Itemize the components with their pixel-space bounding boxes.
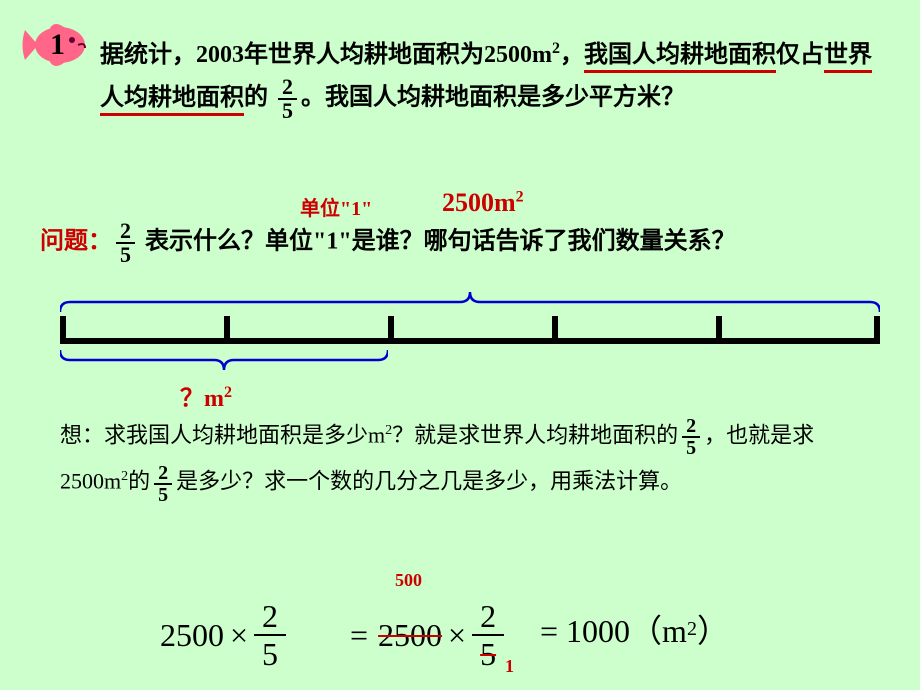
question-prefix: 问题：	[40, 229, 112, 255]
brace-bottom	[60, 348, 388, 370]
underline-china: 我国人均耕地面积	[584, 42, 776, 73]
question-text: 问题：25 表示什么？单位"1"是谁？哪句话告诉了我们数量关系？	[40, 220, 860, 266]
label-2500: 2500m2	[442, 188, 524, 218]
cancel-500: 500	[395, 570, 422, 591]
think-text: 想：求我国人均耕地面积是多少m2？就是求世界人均耕地面积的25，也就是求2500…	[60, 412, 880, 505]
equation: 2500 × 25 = 2500 × 25 500 1 = 1000（m2）	[160, 578, 860, 668]
problem-number: 1	[50, 28, 65, 62]
label-question-mark: ？m2	[180, 378, 232, 413]
problem-text: 据统计，2003年世界人均耕地面积为2500m2，我国人均耕地面积仅占世界人均耕…	[100, 28, 890, 122]
fraction-2-5: 25	[278, 76, 297, 122]
label-unit-1: 单位"1"	[300, 192, 372, 221]
cancel-1: 1	[505, 656, 514, 677]
